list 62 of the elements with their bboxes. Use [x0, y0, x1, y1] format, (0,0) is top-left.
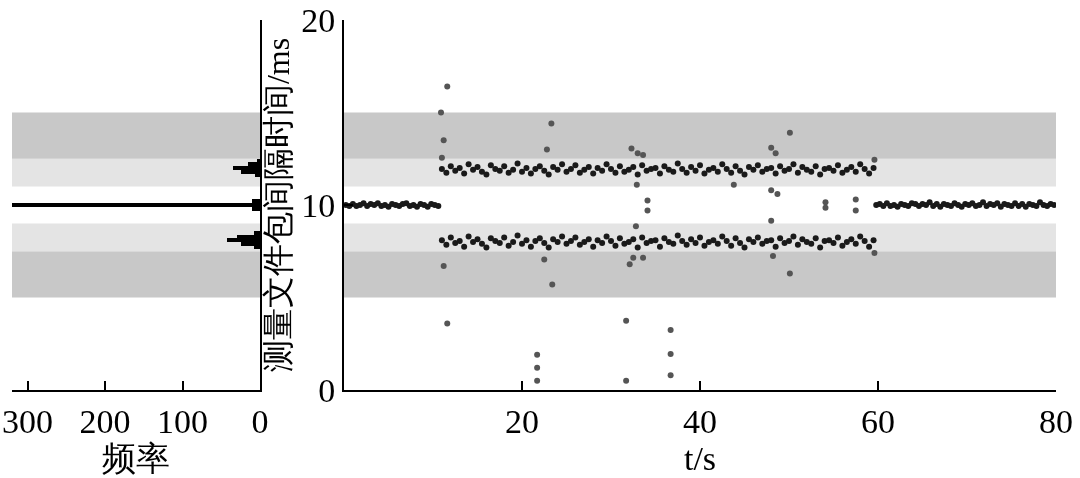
point [667, 372, 674, 379]
point [640, 254, 647, 261]
point [772, 150, 779, 157]
x-tick-label: 40 [683, 402, 717, 440]
x-axis-title: t/s [683, 439, 717, 477]
x-tick-label: 200 [79, 402, 131, 440]
point [440, 137, 447, 144]
point [534, 377, 541, 384]
point [623, 317, 630, 324]
point [774, 190, 781, 197]
point [822, 199, 829, 206]
point [871, 250, 878, 257]
point [549, 281, 556, 288]
point [769, 252, 776, 259]
point [768, 217, 775, 224]
point [534, 364, 541, 371]
point [768, 144, 775, 151]
point [628, 145, 635, 152]
point [926, 199, 933, 206]
point [632, 223, 639, 230]
point [548, 120, 555, 127]
point [822, 204, 829, 211]
point [626, 261, 633, 268]
point [730, 181, 737, 188]
point [644, 207, 651, 214]
x-axis-title: 频率 [102, 439, 170, 477]
point [634, 150, 641, 157]
point [440, 263, 447, 270]
x-tick-label: 80 [1039, 402, 1073, 440]
x-tick-label: 20 [505, 402, 539, 440]
point [633, 181, 640, 188]
point [1036, 199, 1043, 206]
y-tick-label: 0 [318, 371, 336, 409]
point [786, 129, 793, 136]
point [623, 377, 630, 384]
point [852, 207, 859, 214]
y-axis-title: 测量文件包间隔时间/ms [260, 37, 296, 373]
point [543, 146, 550, 153]
point [871, 156, 878, 163]
point [852, 196, 859, 203]
point [786, 270, 793, 277]
point [534, 351, 541, 358]
point [644, 197, 651, 204]
x-tick-label: 300 [2, 402, 53, 440]
point [1051, 202, 1056, 208]
point [541, 256, 548, 263]
point [438, 154, 445, 161]
point [1033, 202, 1040, 209]
x-tick-label: 100 [157, 402, 208, 440]
point [444, 83, 451, 90]
point [667, 326, 674, 333]
point [630, 254, 637, 261]
point [444, 320, 451, 327]
point [640, 152, 647, 159]
x-tick-label: 60 [861, 402, 895, 440]
point [435, 202, 442, 209]
point [667, 350, 674, 357]
x-tick-label: 0 [251, 402, 269, 440]
y-tick-label: 10 [301, 186, 336, 224]
y-tick-label: 20 [301, 1, 336, 39]
point [768, 187, 775, 194]
point [438, 109, 445, 116]
